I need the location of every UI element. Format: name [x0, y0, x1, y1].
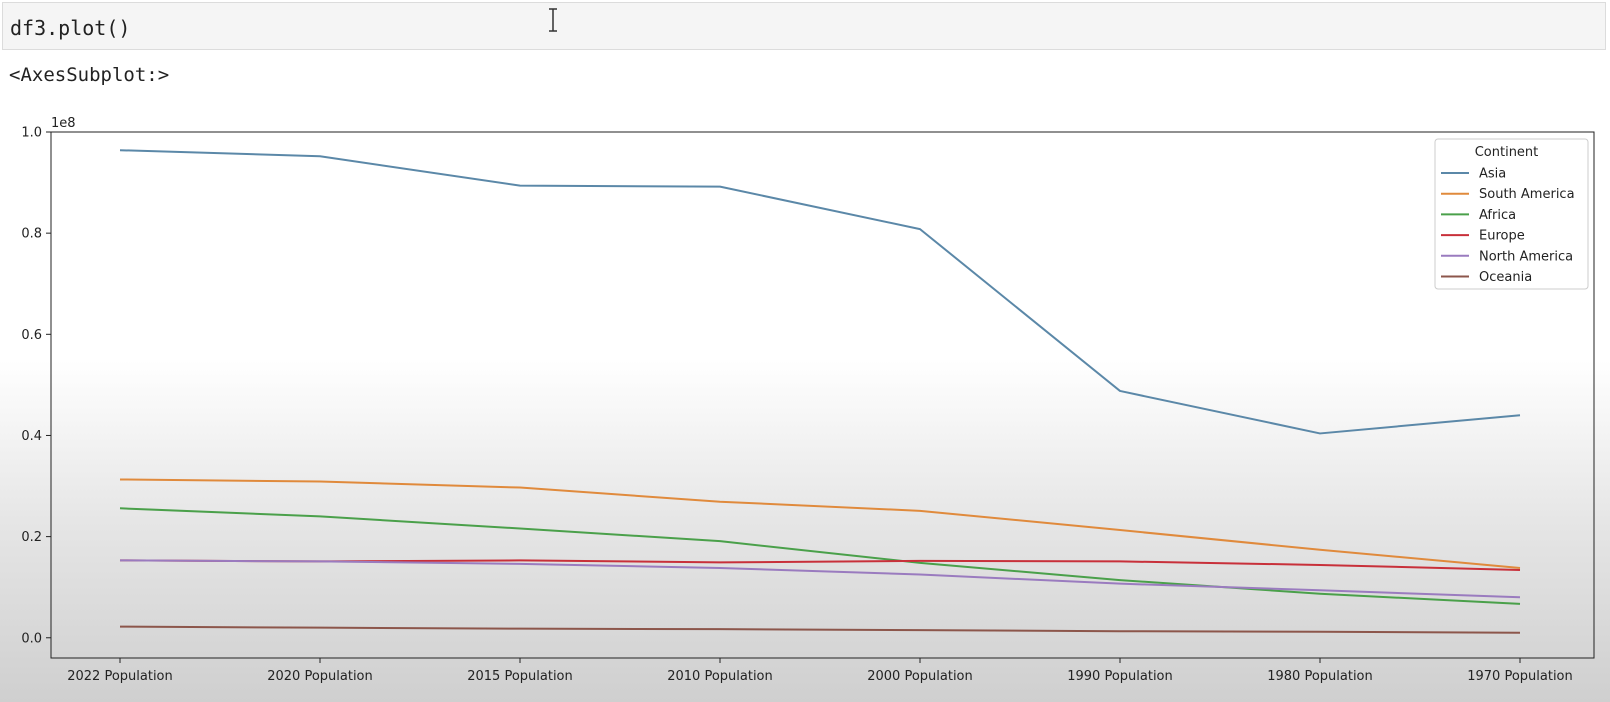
series-line-south-america [119, 478, 1521, 569]
y-offset-label: 1e8 [51, 116, 76, 131]
legend-box [1434, 138, 1589, 290]
y-tick-label: 0.4 [21, 429, 42, 444]
code-cell-input[interactable]: df3.plot() [2, 2, 1606, 50]
legend-item-label: Europe [1479, 229, 1525, 244]
y-tick-label: 1.0 [21, 126, 42, 141]
y-axis: 0.0 0.2 0.4 0.6 0.8 1.0 [21, 126, 51, 646]
y-tick-label: 0.8 [21, 227, 42, 242]
legend-item-label: South America [1479, 187, 1575, 202]
x-tick-label: 1970 Population [1467, 669, 1573, 684]
x-tick-label: 2015 Population [467, 669, 573, 684]
cell-output-text: <AxesSubplot:> [9, 64, 170, 86]
code-input-text[interactable]: df3.plot() [10, 16, 131, 40]
axes-frame [50, 131, 1595, 659]
x-tick-label: 2010 Population [667, 669, 773, 684]
text-cursor-icon [549, 8, 557, 32]
series-line-north-america [119, 559, 1521, 599]
x-tick-label: 1990 Population [1067, 669, 1173, 684]
y-tick-label: 0.2 [21, 530, 42, 545]
x-axis: 2022 Population 2020 Population 2015 Popul… [67, 658, 1573, 684]
series-layer [119, 149, 1521, 634]
legend-item-label: Oceania [1479, 270, 1532, 285]
y-tick-label: 0.0 [21, 631, 42, 646]
x-tick-label: 1980 Population [1267, 669, 1373, 684]
legend-item-label: Asia [1479, 167, 1506, 182]
series-line-asia [119, 149, 1521, 435]
y-tick-label: 0.6 [21, 328, 42, 343]
legend-item-label: Africa [1479, 208, 1516, 223]
x-tick-label: 2022 Population [67, 669, 173, 684]
legend-title: Continent [1475, 145, 1539, 160]
x-tick-label: 2000 Population [867, 669, 973, 684]
x-tick-label: 2020 Population [267, 669, 373, 684]
legend: Continent Asia South America Africa Europe N… [1434, 138, 1589, 290]
series-line-africa [119, 507, 1521, 605]
series-line-oceania [119, 625, 1521, 634]
legend-item-label: North America [1479, 249, 1573, 264]
